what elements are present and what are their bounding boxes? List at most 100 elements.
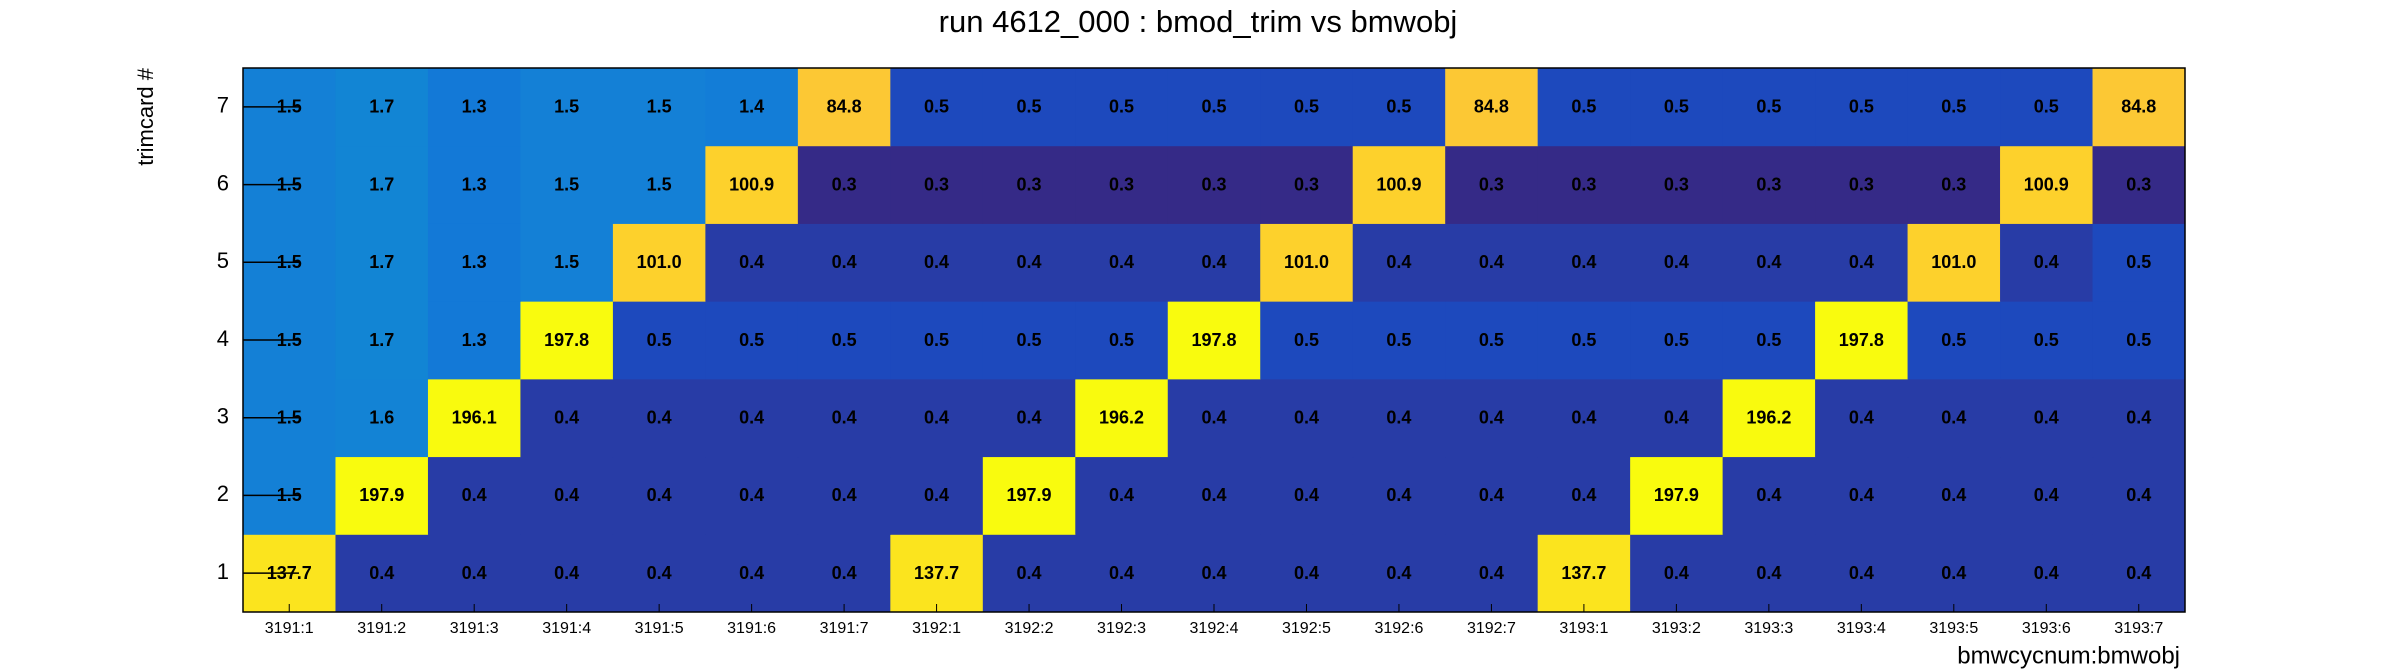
cell	[612, 145, 706, 224]
cell-label: 0.5	[1664, 330, 1689, 350]
cell-label: 0.4	[1017, 252, 1042, 272]
cell-label: 197.8	[1191, 330, 1236, 350]
cell	[2092, 456, 2186, 535]
cell	[1815, 223, 1909, 302]
cell	[1907, 223, 2001, 302]
cell	[1722, 68, 1816, 147]
cell	[427, 534, 521, 613]
cell	[1907, 68, 2001, 147]
cell	[890, 68, 984, 147]
cell	[2092, 534, 2186, 613]
cell	[797, 68, 891, 147]
cell-label: 0.4	[1941, 485, 1966, 505]
x-tick-label: 3193:7	[2114, 620, 2163, 637]
cell-label: 100.9	[1376, 174, 1421, 194]
cell-label: 0.4	[647, 407, 672, 427]
cell	[520, 301, 614, 380]
cell	[612, 534, 706, 613]
x-tick-label: 3191:1	[265, 620, 314, 637]
cell	[1537, 68, 1631, 147]
cell	[1167, 301, 1261, 380]
cell-label: 0.5	[1571, 330, 1596, 350]
cell-label: 0.5	[1571, 97, 1596, 117]
x-tick-label: 3191:4	[542, 620, 591, 637]
cell	[890, 223, 984, 302]
cell-label: 0.4	[2034, 485, 2059, 505]
cell	[2000, 223, 2094, 302]
cell	[705, 145, 799, 224]
cell	[520, 378, 614, 458]
cell	[890, 145, 984, 224]
cell-label: 0.4	[924, 485, 949, 505]
cell	[1075, 223, 1169, 302]
cell	[1352, 68, 1446, 147]
cell-label: 196.2	[1746, 407, 1791, 427]
cell-label: 1.5	[554, 252, 579, 272]
cell	[1445, 145, 1539, 224]
cell	[1907, 301, 2001, 380]
cell	[797, 145, 891, 224]
cell-label: 0.5	[1201, 97, 1226, 117]
cell	[1815, 145, 1909, 224]
x-tick-label: 3193:4	[1837, 620, 1886, 637]
cell-label: 0.4	[1941, 563, 1966, 583]
cell	[1260, 68, 1354, 147]
cell	[1537, 301, 1631, 380]
cell	[1352, 456, 1446, 535]
cell-label: 0.4	[739, 252, 764, 272]
cell	[2092, 145, 2186, 224]
cell	[612, 68, 706, 147]
cell-label: 0.5	[1109, 330, 1134, 350]
cell	[1445, 456, 1539, 535]
cell-label: 0.4	[647, 485, 672, 505]
cell	[2092, 68, 2186, 147]
cell-label: 0.3	[1017, 174, 1042, 194]
cell	[705, 301, 799, 380]
cell-label: 84.8	[2121, 97, 2156, 117]
cell	[520, 456, 614, 535]
y-tick-label: 6	[217, 170, 229, 195]
chart-title: run 4612_000 : bmod_trim vs bmwobj	[939, 4, 1458, 39]
cell	[1167, 223, 1261, 302]
cell-label: 0.4	[1294, 563, 1319, 583]
cell-label: 0.4	[1109, 485, 1134, 505]
cell-label: 0.3	[1849, 174, 1874, 194]
cell-label: 0.4	[1386, 407, 1411, 427]
cell	[1075, 456, 1169, 535]
cell	[982, 68, 1076, 147]
cell	[1075, 301, 1169, 380]
cell-label: 0.4	[1386, 252, 1411, 272]
cell	[982, 223, 1076, 302]
cell-label: 0.5	[1756, 330, 1781, 350]
cell-label: 0.4	[1756, 485, 1781, 505]
cell	[797, 378, 891, 458]
cell-label: 0.4	[924, 407, 949, 427]
cell	[705, 223, 799, 302]
cell	[1537, 223, 1631, 302]
cell-label: 0.5	[1479, 330, 1504, 350]
cell	[1722, 301, 1816, 380]
cell-label: 0.4	[369, 563, 394, 583]
cell-label: 0.4	[1479, 485, 1504, 505]
cell	[1260, 378, 1354, 458]
cell-label: 1.5	[554, 97, 579, 117]
cell	[982, 145, 1076, 224]
cell	[1260, 145, 1354, 224]
cell	[797, 301, 891, 380]
cell-label: 137.7	[1561, 563, 1606, 583]
cell	[1167, 378, 1261, 458]
y-axis-label: trimcard #	[133, 67, 158, 166]
cell	[1815, 301, 1909, 380]
cell	[612, 301, 706, 380]
cell-labels: 137.7 0.4 0.4 0.4 0.4 0.4 0.4 137.7 0.4 0.4 0.4 0.4…	[267, 97, 2157, 583]
cell-label: 100.9	[729, 174, 774, 194]
cell	[427, 68, 521, 147]
x-tick-label: 3191:7	[820, 620, 869, 637]
cell	[705, 68, 799, 147]
cell	[797, 534, 891, 613]
cell-label: 0.5	[1017, 330, 1042, 350]
cell	[2092, 223, 2186, 302]
x-tick-label: 3192:6	[1374, 620, 1423, 637]
cell-label: 0.4	[647, 563, 672, 583]
cell-label: 0.4	[554, 563, 579, 583]
